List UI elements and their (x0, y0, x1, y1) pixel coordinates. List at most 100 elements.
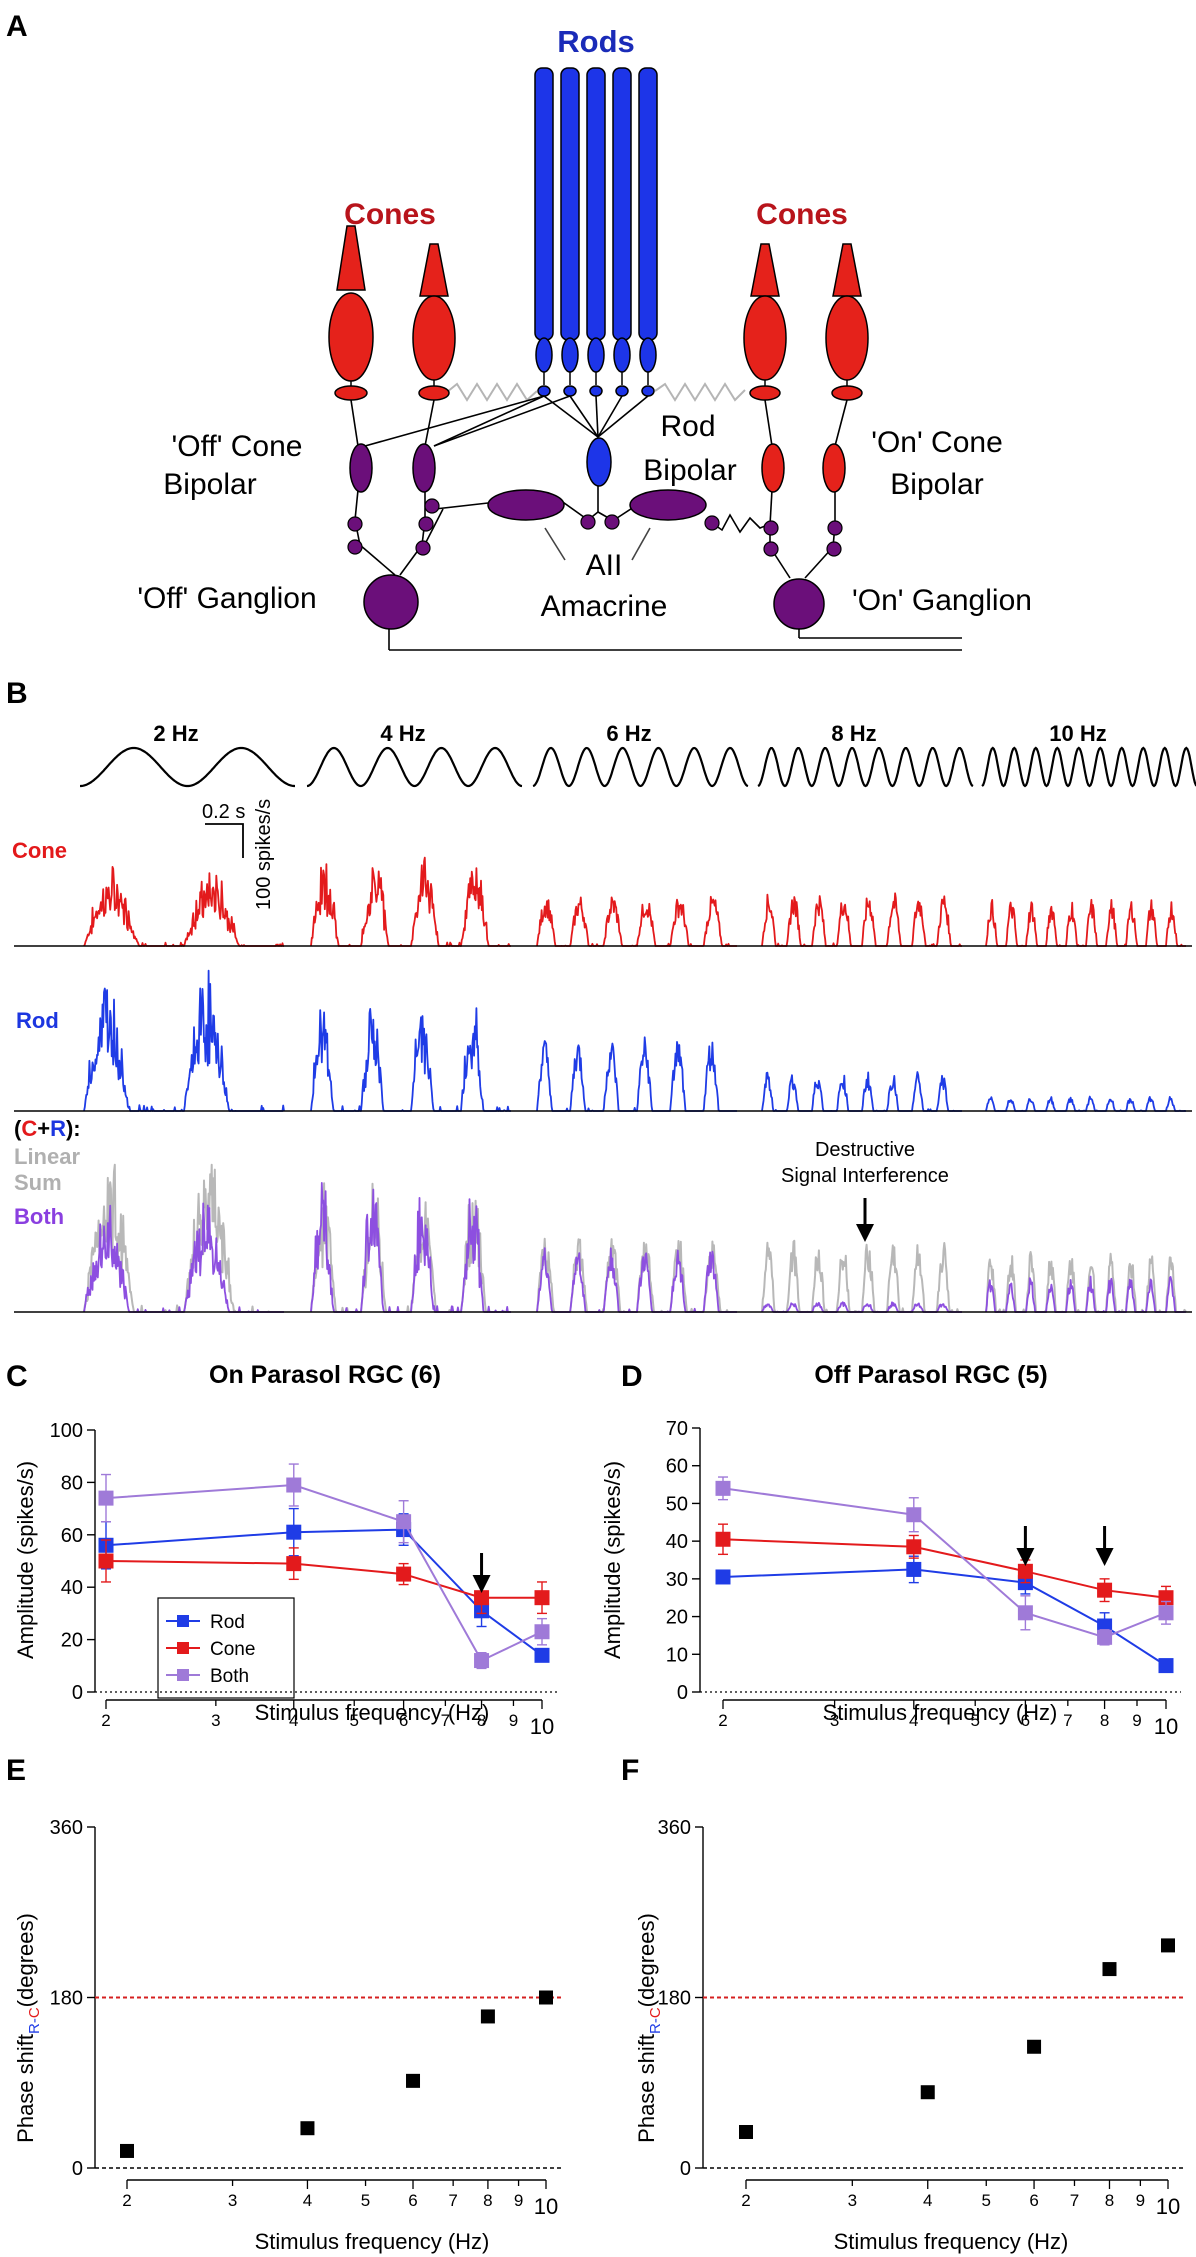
cones-right-label: Cones (756, 198, 848, 231)
rod-nucleus (535, 337, 553, 373)
rod-bipolar-label: Rod (660, 410, 715, 443)
cone-inner-segment (412, 295, 456, 381)
data-point-cone (906, 1539, 922, 1555)
aii-label-2: Amacrine (541, 590, 668, 623)
data-point-cone (534, 1590, 550, 1606)
rod-nucleus (561, 337, 579, 373)
x-tick-label: 2 (718, 1711, 727, 1730)
data-point-both (534, 1624, 550, 1640)
y-tick-label: 80 (61, 1472, 83, 1494)
data-point-both (1017, 1605, 1033, 1621)
row-label-rod: Rod (16, 1008, 59, 1033)
y-tick-label: 60 (666, 1456, 688, 1478)
bipolar-cells (349, 437, 846, 493)
highlight-arrow-head (472, 1575, 491, 1593)
rod-photoreceptors (534, 67, 658, 397)
data-point-both (1097, 1629, 1113, 1645)
x-tick-label: 10 (1156, 2194, 1180, 2219)
panel-c: C On Parasol RGC (6) Stimulus frequency … (6, 1360, 557, 1739)
cone-pedicle (749, 385, 781, 401)
panel-e: E Stimulus frequency (Hz) Phase shiftR-C… (6, 1754, 561, 2254)
legend-both: Both (210, 1666, 249, 1687)
phase-point (1027, 2039, 1042, 2054)
data-point-both (715, 1480, 731, 1496)
cone-photoreceptors (328, 225, 869, 401)
cone-outer-segment (419, 243, 449, 297)
stimulus-sinusoid-6 (532, 746, 749, 788)
data-point-cone (396, 1566, 412, 1582)
data-point-both (98, 1490, 114, 1506)
rod-nucleus (639, 337, 657, 373)
legend-rod: Rod (210, 1612, 245, 1633)
y-tick-label: 20 (61, 1630, 83, 1652)
y-tick-label: 360 (50, 1817, 83, 1839)
series-line-both (722, 1487, 1167, 1639)
off-cone-bipolar (349, 443, 373, 493)
cone-inner-segment (743, 295, 787, 381)
x-tick-label: 3 (211, 1711, 220, 1730)
rod-bipolar (586, 437, 612, 487)
panel-label-b: B (6, 677, 28, 710)
cone-trace-10 (985, 898, 1187, 947)
highlight-arrow-head (1095, 1548, 1114, 1566)
y-tick-label: 0 (72, 1682, 83, 1704)
highlight-arrow-head (1016, 1548, 1035, 1566)
panel-b: B 2 Hz 4 Hz 6 Hz 8 Hz 10 Hz Cone Rod (C+R): … (6, 677, 1196, 1313)
stimulus-sinusoid-10 (981, 746, 1196, 788)
panel-label-e: E (6, 1754, 26, 1787)
y-tick-label: 0 (680, 2158, 691, 2180)
data-point-both (396, 1514, 412, 1530)
legend-marker-both (177, 1669, 189, 1681)
rod-outer-segment (586, 67, 606, 341)
aii-label: AII (586, 549, 623, 582)
x-tick-label: 2 (101, 1711, 110, 1730)
interference-annotation-2: Signal Interference (781, 1165, 949, 1187)
cone-outer-segment (336, 225, 366, 291)
y-tick-label: 40 (666, 1531, 688, 1553)
x-tick-label: 8 (1105, 2191, 1114, 2210)
y-tick-label: 0 (677, 1682, 688, 1704)
x-tick-label: 7 (448, 2191, 457, 2210)
y-tick-label: 180 (658, 1988, 691, 2010)
rod-outer-segment (534, 67, 554, 341)
legend-cone: Cone (210, 1639, 255, 1660)
x-tick-label: 9 (1132, 1711, 1141, 1730)
x-tick-label: 9 (1136, 2191, 1145, 2210)
data-point-both (906, 1507, 922, 1523)
phase-point (300, 2121, 315, 2136)
data-point-rod (906, 1561, 922, 1577)
interference-annotation: Destructive (815, 1139, 915, 1161)
rod-outer-segment (560, 67, 580, 341)
frequency-label-10: 10 Hz (1049, 721, 1106, 746)
chart-d-xlabel: Stimulus frequency (Hz) (823, 1700, 1058, 1725)
gap-junctions (446, 382, 746, 402)
aii-on-bipolar-gap-junction (711, 513, 771, 534)
frequency-headers: 2 Hz 4 Hz 6 Hz 8 Hz 10 Hz (153, 721, 1106, 746)
chart-f-ylabel: Phase shiftR-C(degrees) (634, 1913, 664, 2143)
x-tick-label: 10 (1154, 1714, 1178, 1739)
x-tick-label: 6 (1029, 2191, 1038, 2210)
data-point-cone (474, 1590, 490, 1606)
on-ganglion-cell (773, 578, 825, 630)
x-tick-label: 6 (408, 2191, 417, 2210)
scale-bar: 0.2 s 100 spikes/s (202, 799, 275, 910)
row-label-both: Both (14, 1204, 64, 1229)
cone-inner-segment (328, 292, 374, 382)
row-label-combined: (C+R): (14, 1116, 81, 1141)
off-cone-bipolar (412, 443, 436, 493)
data-point-rod (534, 1647, 550, 1663)
trace-baselines (14, 945, 1192, 1313)
data-point-cone (1017, 1563, 1033, 1579)
phase-point (1161, 1938, 1175, 1953)
row-label-linear: Linear (14, 1144, 80, 1169)
x-tick-label: 10 (534, 2194, 558, 2219)
frequency-label-8: 8 Hz (831, 721, 876, 746)
x-tick-label: 8 (477, 1711, 486, 1730)
rod-outer-segment (638, 67, 658, 341)
y-tick-label: 10 (666, 1644, 688, 1666)
x-tick-label: 5 (349, 1711, 358, 1730)
row-label-cone: Cone (12, 838, 67, 863)
rod-trace-8 (761, 1071, 963, 1112)
x-tick-label: 4 (289, 1711, 298, 1730)
interference-arrow (856, 1198, 874, 1242)
